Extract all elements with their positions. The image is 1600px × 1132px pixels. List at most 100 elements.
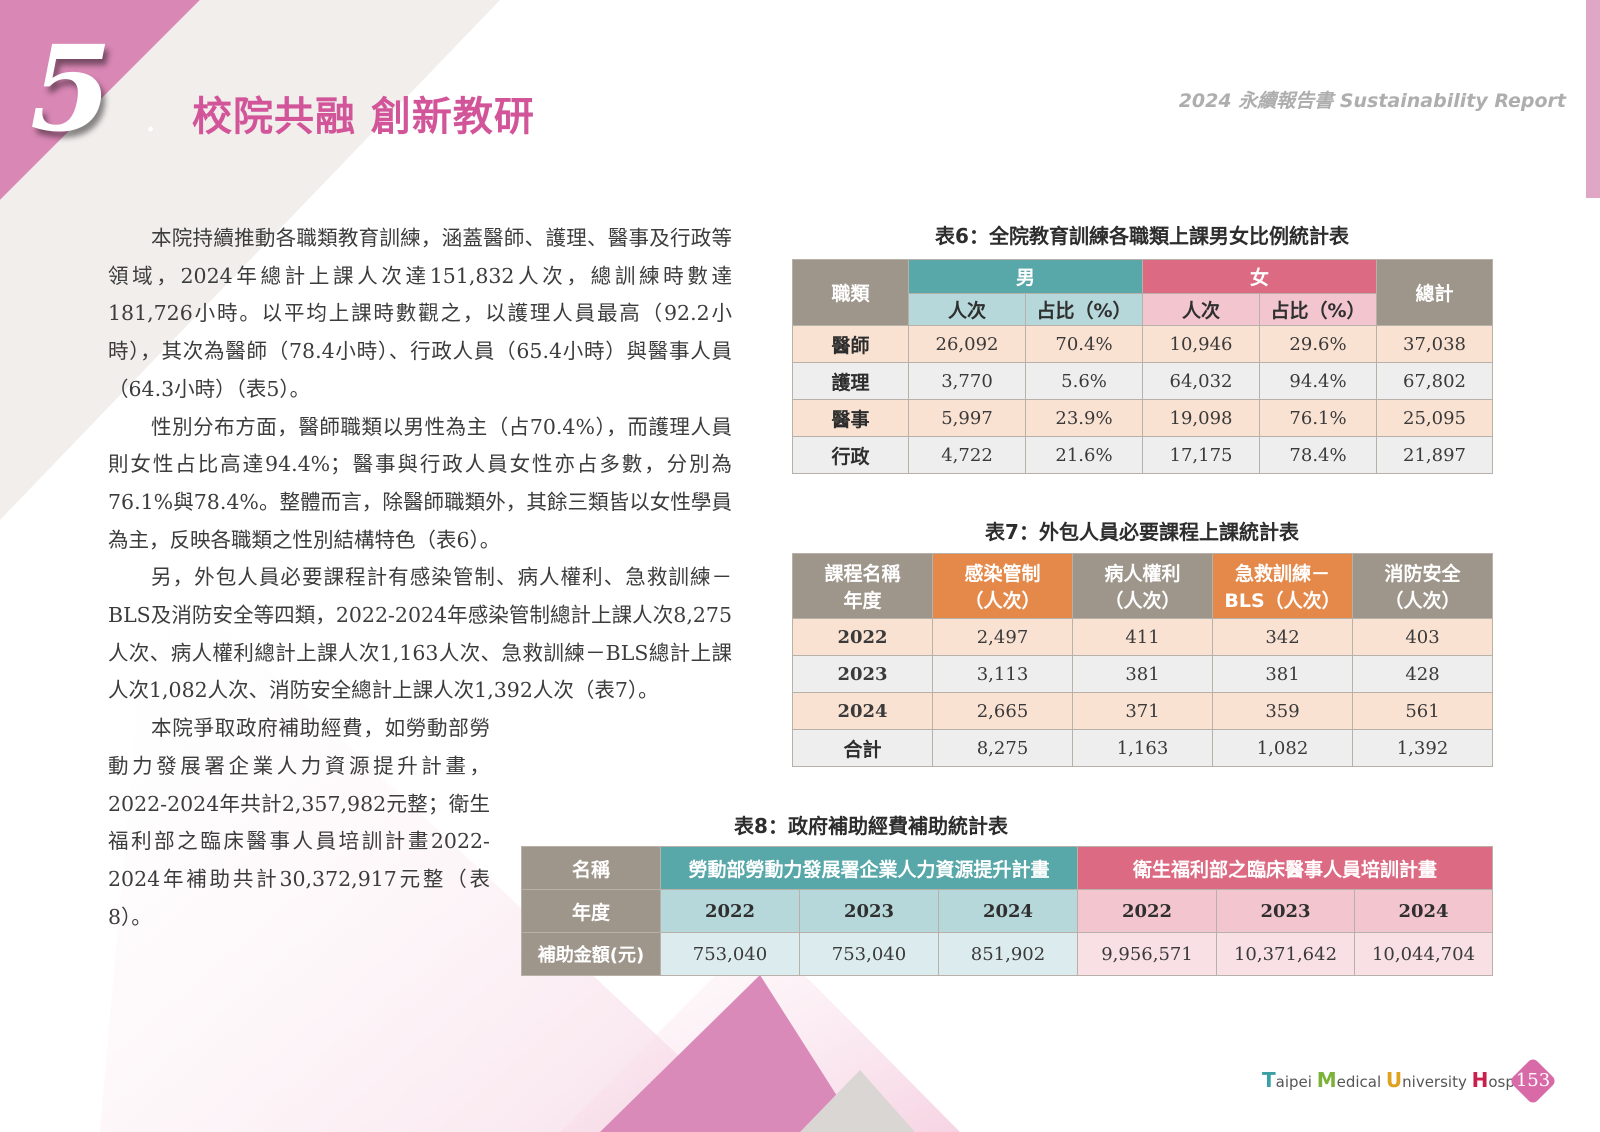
header-bls: 急救訓練－ BLS（人次） <box>1212 553 1353 619</box>
cell: 37,038 <box>1376 325 1494 363</box>
bottom-pink-triangle <box>600 975 860 1132</box>
cell: 753,040 <box>799 932 939 976</box>
paragraph: 本院爭取政府補助經費，如勞動部勞動力發展署企業人力資源提升計畫，2022-202… <box>108 716 490 929</box>
header-name: 名稱 <box>521 846 661 890</box>
header-fire: 消防安全 （人次） <box>1352 553 1493 619</box>
cell: 29.6% <box>1259 325 1378 363</box>
side-tab-bar <box>1586 0 1600 198</box>
cell: 403 <box>1352 618 1493 656</box>
cell: 359 <box>1212 692 1353 730</box>
mid-soft-pink <box>100 560 760 1132</box>
header-year: 年度 <box>521 889 661 933</box>
cell: 5.6% <box>1024 362 1144 400</box>
cell: 2,665 <box>932 692 1073 730</box>
cell: 3,770 <box>908 362 1026 400</box>
row-label: 護理 <box>792 362 909 400</box>
logo-word: niversity <box>1402 1073 1472 1091</box>
cell: 381 <box>1212 655 1353 693</box>
year-cell: 2022 <box>660 889 800 933</box>
cell: 371 <box>1072 692 1213 730</box>
cell: 21.6% <box>1024 436 1144 474</box>
row-label: 2022 <box>792 618 933 656</box>
page-number-badge: 153 <box>1508 1056 1558 1106</box>
table-row: 2023 3,113 381 381 428 <box>792 655 1493 693</box>
cell: 381 <box>1072 655 1213 693</box>
table8-caption: 表8：政府補助經費補助統計表 <box>734 814 1008 838</box>
chapter-number: 5 <box>30 19 113 158</box>
header-course: 課程名稱 <box>824 563 901 585</box>
body-text: 本院持續推動各職類教育訓練，涵蓋醫師、護理、醫事及行政等領域，2024年總計上課… <box>108 220 732 936</box>
cell: 78.4% <box>1259 436 1378 474</box>
logo-letter: H <box>1471 1068 1489 1092</box>
cell: 26,092 <box>908 325 1026 363</box>
cell: 25,095 <box>1376 399 1494 437</box>
cell: 76.1% <box>1259 399 1378 437</box>
header-line: 病人權利 <box>1104 563 1181 585</box>
header-infection: 感染管制 （人次） <box>932 553 1073 619</box>
row-label: 2024 <box>792 692 933 730</box>
table8: 名稱 勞動部勞動力發展署企業人力資源提升計畫 衛生福利部之臨床醫事人員培訓計畫 … <box>521 846 1493 976</box>
cell: 561 <box>1352 692 1493 730</box>
cell: 428 <box>1352 655 1493 693</box>
header-female-count: 人次 <box>1142 293 1261 326</box>
header-female-ratio: 占比（%） <box>1259 293 1378 326</box>
cell: 2,497 <box>932 618 1073 656</box>
cell: 1,392 <box>1352 729 1493 767</box>
header-line: （人次） <box>1384 590 1461 612</box>
chapter-dot: . <box>146 108 156 138</box>
table6: 職類 男 女 總計 人次 占比（%） 人次 占比（%） 醫師 26,092 70… <box>792 259 1494 474</box>
cell: 10,946 <box>1142 325 1261 363</box>
cell: 1,163 <box>1072 729 1213 767</box>
year-cell: 2024 <box>1354 889 1493 933</box>
header-plan-labor: 勞動部勞動力發展署企業人力資源提升計畫 <box>660 846 1078 890</box>
cell: 64,032 <box>1142 362 1261 400</box>
table-row: 護理 3,770 5.6% 64,032 94.4% 67,802 <box>792 362 1494 400</box>
header-year: 年度 <box>843 590 882 612</box>
cell: 17,175 <box>1142 436 1261 474</box>
paragraph: 性別分布方面，醫師職類以男性為主（占70.4%），而護理人員則女性占比高達94.… <box>108 414 732 552</box>
report-title: 2024 永續報告書 Sustainability Report <box>1178 90 1566 112</box>
chapter-title: 校院共融 創新教研 <box>192 94 535 140</box>
top-left-gray-band <box>0 0 500 520</box>
cell: 10,371,642 <box>1216 932 1355 976</box>
logo-word: aipei <box>1275 1073 1317 1091</box>
year-cell: 2023 <box>799 889 939 933</box>
header-female: 女 <box>1142 259 1378 294</box>
header-category: 職類 <box>792 259 909 326</box>
cell: 10,044,704 <box>1354 932 1493 976</box>
bottom-gray-triangle <box>800 1070 915 1132</box>
cell: 8,275 <box>932 729 1073 767</box>
header-line: BLS（人次） <box>1224 590 1341 612</box>
header-line: （人次） <box>1104 590 1181 612</box>
paragraph: 本院持續推動各職類教育訓練，涵蓋醫師、護理、醫事及行政等領域，2024年總計上課… <box>108 226 732 401</box>
header-total: 總計 <box>1376 259 1494 326</box>
header-course-year: 課程名稱 年度 <box>792 553 933 619</box>
row-label: 醫事 <box>792 399 909 437</box>
cell: 5,997 <box>908 399 1026 437</box>
header-rights: 病人權利 （人次） <box>1072 553 1213 619</box>
table6-caption: 表6：全院教育訓練各職類上課男女比例統計表 <box>935 224 1349 248</box>
header-line: 消防安全 <box>1384 563 1461 585</box>
cell: 67,802 <box>1376 362 1494 400</box>
table-row: 醫師 26,092 70.4% 10,946 29.6% 37,038 <box>792 325 1494 363</box>
paragraph: 另，外包人員必要課程計有感染管制、病人權利、急救訓練－BLS及消防安全等四類，2… <box>108 565 732 703</box>
cell: 753,040 <box>660 932 800 976</box>
cell: 3,113 <box>932 655 1073 693</box>
table-row: 補助金額(元) 753,040 753,040 851,902 9,956,57… <box>521 932 1493 976</box>
header-male-ratio: 占比（%） <box>1024 293 1144 326</box>
table-row: 合計 8,275 1,163 1,082 1,392 <box>792 729 1493 767</box>
header-amount: 補助金額(元) <box>521 932 661 976</box>
header-line: 急救訓練－ <box>1234 563 1330 585</box>
cell: 21,897 <box>1376 436 1494 474</box>
cell: 851,902 <box>938 932 1078 976</box>
header-male: 男 <box>907 259 1144 294</box>
header-line: 感染管制 <box>964 563 1041 585</box>
page-number: 153 <box>1515 1070 1551 1091</box>
table-row: 醫事 5,997 23.9% 19,098 76.1% 25,095 <box>792 399 1494 437</box>
year-cell: 2022 <box>1077 889 1217 933</box>
row-label: 行政 <box>792 436 909 474</box>
header-male-count: 人次 <box>908 293 1026 326</box>
cell: 94.4% <box>1259 362 1378 400</box>
cell: 1,082 <box>1212 729 1353 767</box>
